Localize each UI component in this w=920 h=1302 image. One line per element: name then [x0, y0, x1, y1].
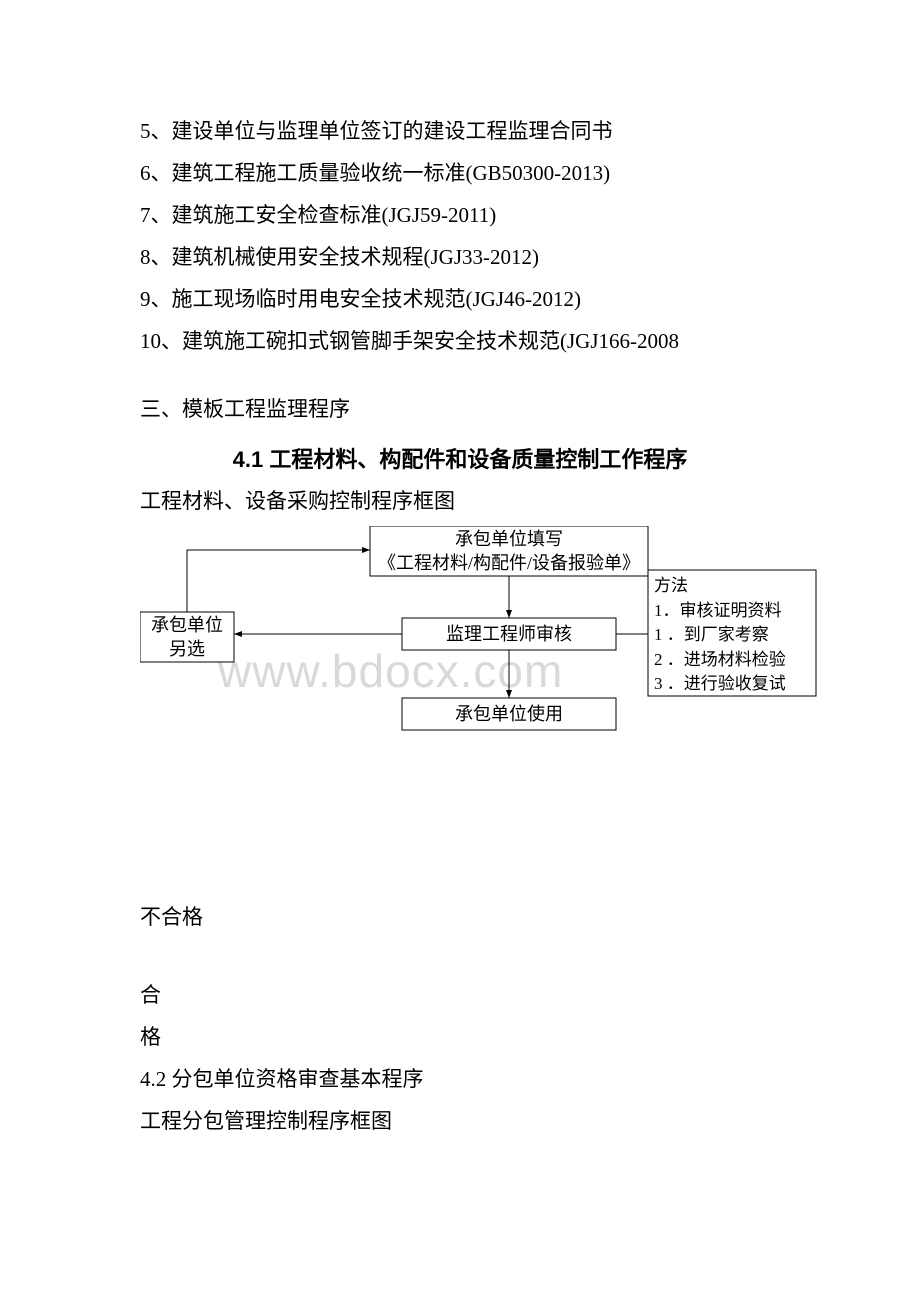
section-4-2: 4.2 分包单位资格审查基本程序 — [140, 1058, 780, 1100]
methods-item-1: 1 ．到厂家考察 — [654, 623, 810, 648]
list-item-9: 9、施工现场临时用电安全技术规范(JGJ46-2012) — [140, 278, 780, 320]
section-4-2-caption: 工程分包管理控制程序框图 — [140, 1100, 780, 1142]
list-item-10: 10、建筑施工碗扣式钢管脚手架安全技术规范(JGJ166-2008 — [140, 320, 780, 362]
below-text: 不合格 合 格 4.2 分包单位资格审查基本程序 工程分包管理控制程序框图 — [140, 896, 780, 1142]
flow-node-left: 承包单位 另选 — [140, 612, 234, 662]
flow-node-methods: 方法 1．审核证明资料 1 ．到厂家考察 2 ．进场材料检验 3 ．进行验收复试 — [648, 570, 816, 696]
flow-node-bottom: 承包单位使用 — [402, 698, 616, 730]
methods-title: 方法 — [654, 574, 810, 599]
list-item-7: 7、建筑施工安全检查标准(JGJ59-2011) — [140, 194, 780, 236]
methods-item-2: 2 ．进场材料检验 — [654, 648, 810, 673]
flow-node-mid: 监理工程师审核 — [402, 618, 616, 650]
flow-node-left-l2: 另选 — [169, 637, 205, 661]
flow-node-top: 承包单位填写 《工程材料/构配件/设备报验单》 — [370, 526, 648, 576]
flowchart: www.bdocx.com 承包单位填写 《工程材料/构配件/设备报验单》 — [140, 526, 780, 756]
list-item-6: 6、建筑工程施工质量验收统一标准(GB50300-2013) — [140, 152, 780, 194]
flow-node-top-l2: 《工程材料/构配件/设备报验单》 — [378, 551, 640, 575]
flow-node-bottom-l1: 承包单位使用 — [455, 702, 563, 726]
text-pass-1: 合 — [140, 974, 780, 1016]
section-3-title: 三、模板工程监理程序 — [140, 388, 780, 430]
text-fail: 不合格 — [140, 896, 780, 938]
flow-caption: 工程材料、设备采购控制程序框图 — [140, 482, 780, 522]
methods-item-0: 1．审核证明资料 — [654, 599, 810, 624]
page-content: 5、建设单位与监理单位签订的建设工程监理合同书 6、建筑工程施工质量验收统一标准… — [0, 0, 920, 1142]
list-item-8: 8、建筑机械使用安全技术规程(JGJ33-2012) — [140, 236, 780, 278]
heading-4-1: 4.1 工程材料、构配件和设备质量控制工作程序 — [140, 442, 780, 474]
methods-item-3: 3 ．进行验收复试 — [654, 672, 810, 697]
flow-node-left-l1: 承包单位 — [151, 613, 223, 637]
flow-node-mid-l1: 监理工程师审核 — [446, 622, 572, 646]
flow-node-top-l1: 承包单位填写 — [455, 527, 563, 551]
text-pass-2: 格 — [140, 1016, 780, 1058]
list-item-5: 5、建设单位与监理单位签订的建设工程监理合同书 — [140, 110, 780, 152]
